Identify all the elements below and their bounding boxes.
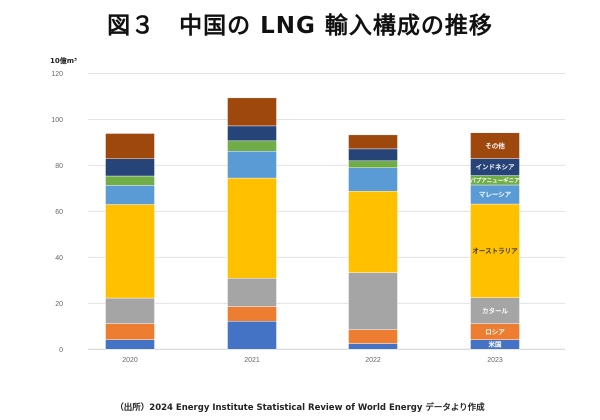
bar-segment (348, 190, 398, 273)
x-tick-label: 2020 (122, 357, 138, 364)
segment-label: オーストラリア (472, 247, 518, 255)
y-tick-label: 100 (51, 117, 63, 124)
segment-label: パプアニューギニア (470, 176, 520, 184)
segment-label: マレーシア (479, 191, 512, 199)
y-tick-label: 80 (55, 163, 63, 170)
segment-label: 米国 (489, 340, 503, 349)
bar-segment (348, 134, 398, 150)
segment-label: インドネシア (476, 163, 516, 171)
y-tick-label: 0 (59, 347, 63, 354)
y-tick-label: 120 (51, 71, 63, 78)
y-tick-label: 60 (55, 209, 63, 216)
bar-segment (105, 297, 155, 324)
bar-segment (470, 297, 520, 324)
x-tick-label: 2022 (365, 357, 381, 364)
bar-segment (105, 158, 155, 177)
segment-label: カタール (482, 306, 509, 315)
bar-segment (105, 204, 155, 299)
bar-segment (470, 132, 520, 159)
x-tick-label: 2021 (244, 357, 260, 364)
bar-segment (105, 175, 155, 186)
bar-segment (227, 150, 277, 179)
bar-segment (348, 167, 398, 192)
bar-segment (227, 306, 277, 322)
source-note: （出所）2024 Energy Institute Statistical Re… (115, 403, 485, 413)
bar-segment (227, 97, 277, 127)
bar-segment (227, 125, 277, 142)
bar-segment (348, 343, 398, 350)
bar-segment (227, 321, 277, 350)
bar-segment (227, 177, 277, 279)
y-tick-label: 40 (55, 255, 63, 262)
y-tick-label: 20 (55, 301, 63, 308)
bar-segment (348, 272, 398, 330)
segment-label: その他 (485, 141, 505, 150)
x-tick-label: 2023 (487, 357, 503, 364)
bar-segment (105, 133, 155, 159)
chart-title: 図３ 中国の LNG 輸入構成の推移 (107, 13, 493, 39)
bar-segment (227, 278, 277, 307)
bar-segment (470, 203, 520, 298)
bar-segment (348, 160, 398, 168)
bar-segment (348, 148, 398, 162)
segment-label: ロシア (485, 328, 505, 336)
bar-segment (105, 339, 155, 350)
bar-segment (105, 185, 155, 205)
bar-segment (105, 323, 155, 340)
bar-segment (348, 329, 398, 344)
y-axis-unit-label: 10億m³ (50, 57, 78, 65)
bar-segment (227, 140, 277, 152)
